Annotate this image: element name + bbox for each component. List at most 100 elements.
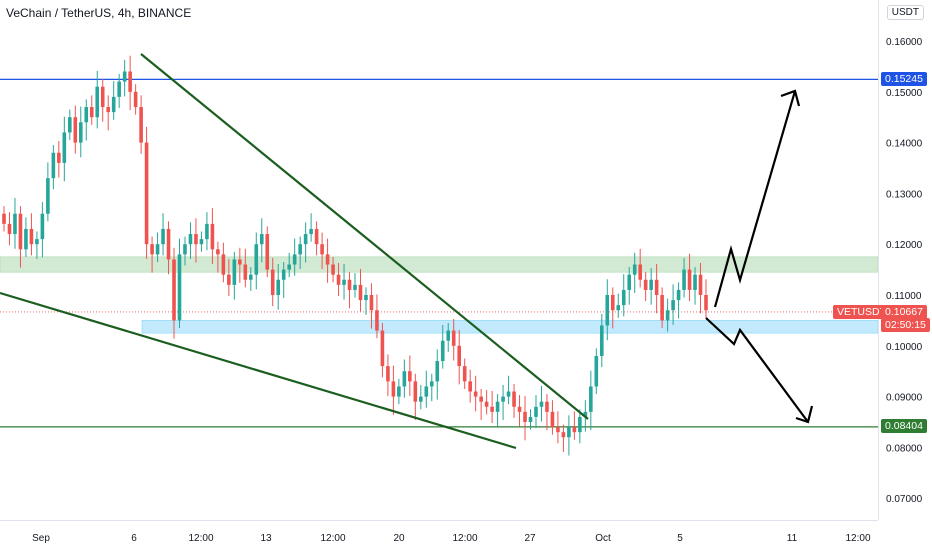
candle-body <box>254 244 259 275</box>
upper-trendline <box>140 53 589 420</box>
candle <box>89 95 94 125</box>
candle <box>100 79 105 122</box>
candle-body <box>221 254 226 275</box>
candle-body <box>62 132 67 163</box>
candle-body <box>589 386 593 412</box>
candle-body <box>671 300 675 311</box>
candle-body <box>84 107 89 123</box>
candle <box>40 202 45 258</box>
candle-body <box>435 361 440 382</box>
candle-body <box>676 289 681 301</box>
candle <box>292 238 297 276</box>
candle <box>144 126 149 259</box>
candle <box>605 279 610 341</box>
candle <box>188 222 193 259</box>
candle-body <box>51 152 56 179</box>
candle <box>567 415 571 456</box>
candle-body <box>128 71 132 92</box>
candle-body <box>259 234 264 245</box>
price-axis[interactable] <box>878 0 932 520</box>
candle <box>413 373 418 420</box>
symbol-tag: VETUSDT <box>833 305 891 319</box>
candle-body <box>111 96 116 113</box>
currency-unit-button[interactable]: USDT <box>886 5 924 20</box>
candle <box>523 396 527 441</box>
candle <box>122 59 127 97</box>
candle-body <box>462 366 467 382</box>
candle <box>221 242 226 283</box>
candle-body <box>314 228 319 245</box>
candle <box>150 236 154 273</box>
candle-body <box>610 295 615 311</box>
candle <box>572 411 577 440</box>
candle-body <box>468 381 472 392</box>
candle-body <box>347 279 352 290</box>
candle <box>402 359 407 398</box>
candle <box>550 400 555 435</box>
candle <box>698 262 703 314</box>
candle-body <box>232 259 237 285</box>
candle <box>462 358 467 389</box>
candle <box>18 206 23 268</box>
candle-body <box>298 244 302 255</box>
candle <box>336 262 341 297</box>
candle <box>512 383 516 418</box>
candle-body <box>78 122 83 143</box>
y-tick-label: 0.16000 <box>886 37 923 48</box>
candle <box>369 283 374 329</box>
candle <box>117 74 121 109</box>
candle <box>281 261 286 299</box>
candle-body <box>380 330 385 367</box>
candle <box>287 252 291 278</box>
candle <box>479 388 483 420</box>
candle-body <box>292 254 297 265</box>
candle <box>303 222 308 263</box>
candle-body <box>523 411 527 422</box>
candle-body <box>539 401 544 407</box>
candle-body <box>654 279 659 295</box>
candle <box>194 218 198 263</box>
candle <box>199 231 204 252</box>
candle <box>232 251 237 300</box>
candle <box>495 394 500 427</box>
candle-body <box>490 406 494 412</box>
candle-body <box>665 310 670 321</box>
candle <box>325 238 330 283</box>
candle <box>84 99 89 141</box>
time-axis[interactable] <box>0 520 878 551</box>
candle-body <box>117 81 121 97</box>
candle-body <box>270 269 275 295</box>
candle <box>556 411 560 444</box>
candle-body <box>161 228 165 245</box>
candle-body <box>122 71 127 82</box>
candle-body <box>616 305 621 311</box>
candle <box>632 252 637 293</box>
candle-body <box>369 295 374 311</box>
candle <box>375 294 379 339</box>
candle <box>68 109 72 141</box>
candle <box>353 273 357 298</box>
candle <box>265 226 270 278</box>
candle-body <box>144 142 149 245</box>
y-tick-label: 0.10000 <box>886 342 923 353</box>
candle <box>133 84 138 115</box>
candle-body <box>287 264 291 270</box>
candle <box>534 395 538 429</box>
candle-body <box>303 234 308 245</box>
candle <box>95 70 100 129</box>
candle <box>13 197 17 249</box>
candle-body <box>375 310 379 331</box>
candle-body <box>550 411 555 428</box>
candle <box>358 269 363 312</box>
candle <box>161 213 165 256</box>
bearish-arrow-path <box>705 317 809 423</box>
candle-body <box>276 279 281 295</box>
candle <box>227 258 231 297</box>
candle-body <box>698 274 703 295</box>
candle-body <box>457 345 462 367</box>
candle-body <box>183 244 187 255</box>
candle <box>638 248 642 288</box>
candle <box>506 375 511 405</box>
candle-body <box>386 366 390 382</box>
